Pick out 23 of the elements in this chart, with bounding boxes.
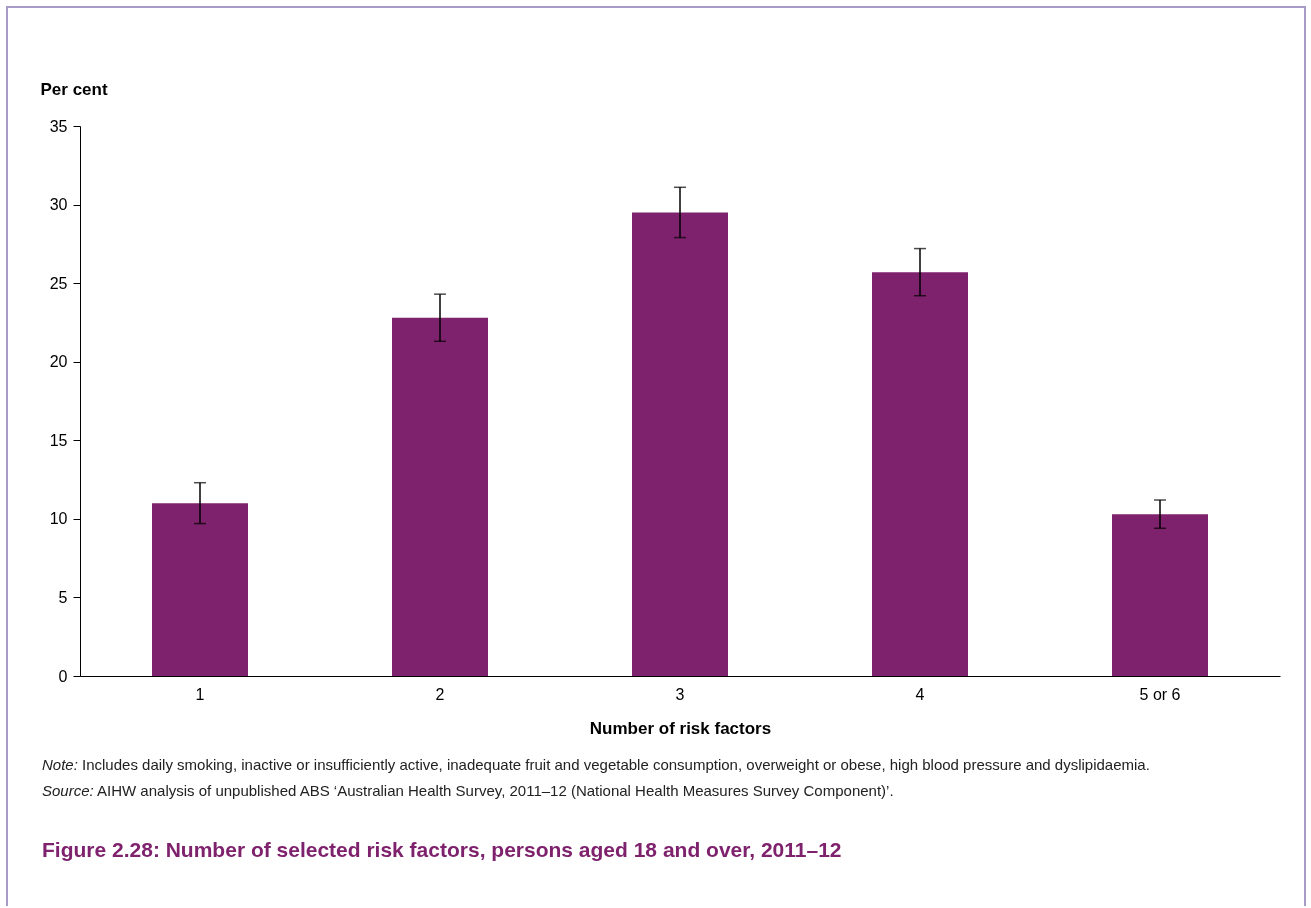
x-tick-label: 2 — [435, 685, 445, 703]
bar — [392, 317, 488, 676]
y-tick-label: 35 — [49, 117, 68, 135]
y-tick-label: 0 — [58, 667, 68, 685]
text: Note: Includes daily smoking, inactive or insufficiently active, inadequate fruit and vegetable consumption, overweight or obese, high blood pressure and dyslipidaemia. — [42, 755, 1151, 775]
x-tick-label: 4 — [915, 685, 925, 703]
source-note: Source: AIHW analysis of unpublished ABS ‘Australian Health Survey, 2011–12 (National Health Measures Survey Component)’. — [42, 781, 895, 801]
y-axis-title: Per cent — [40, 79, 108, 99]
x-tick-label: 1 — [195, 685, 205, 703]
text: Figure 2.28: Number of selected risk factors, persons aged 18 and over, 2011–12 — [42, 838, 842, 862]
bar — [1112, 514, 1208, 676]
y-tick-label: 10 — [49, 510, 68, 528]
y-tick-label: 20 — [49, 353, 68, 371]
bar — [872, 272, 968, 676]
y-tick-label: 25 — [49, 274, 68, 292]
x-tick-label: 5 or 6 — [1139, 685, 1181, 703]
y-tick-label: 30 — [49, 196, 68, 214]
x-axis-title: Number of risk factors — [589, 718, 772, 738]
x-tick-label: 3 — [675, 685, 685, 703]
y-tick-label: 5 — [58, 588, 68, 606]
bar — [632, 212, 728, 676]
y-tick-label: 15 — [49, 431, 68, 449]
bar — [152, 503, 248, 676]
